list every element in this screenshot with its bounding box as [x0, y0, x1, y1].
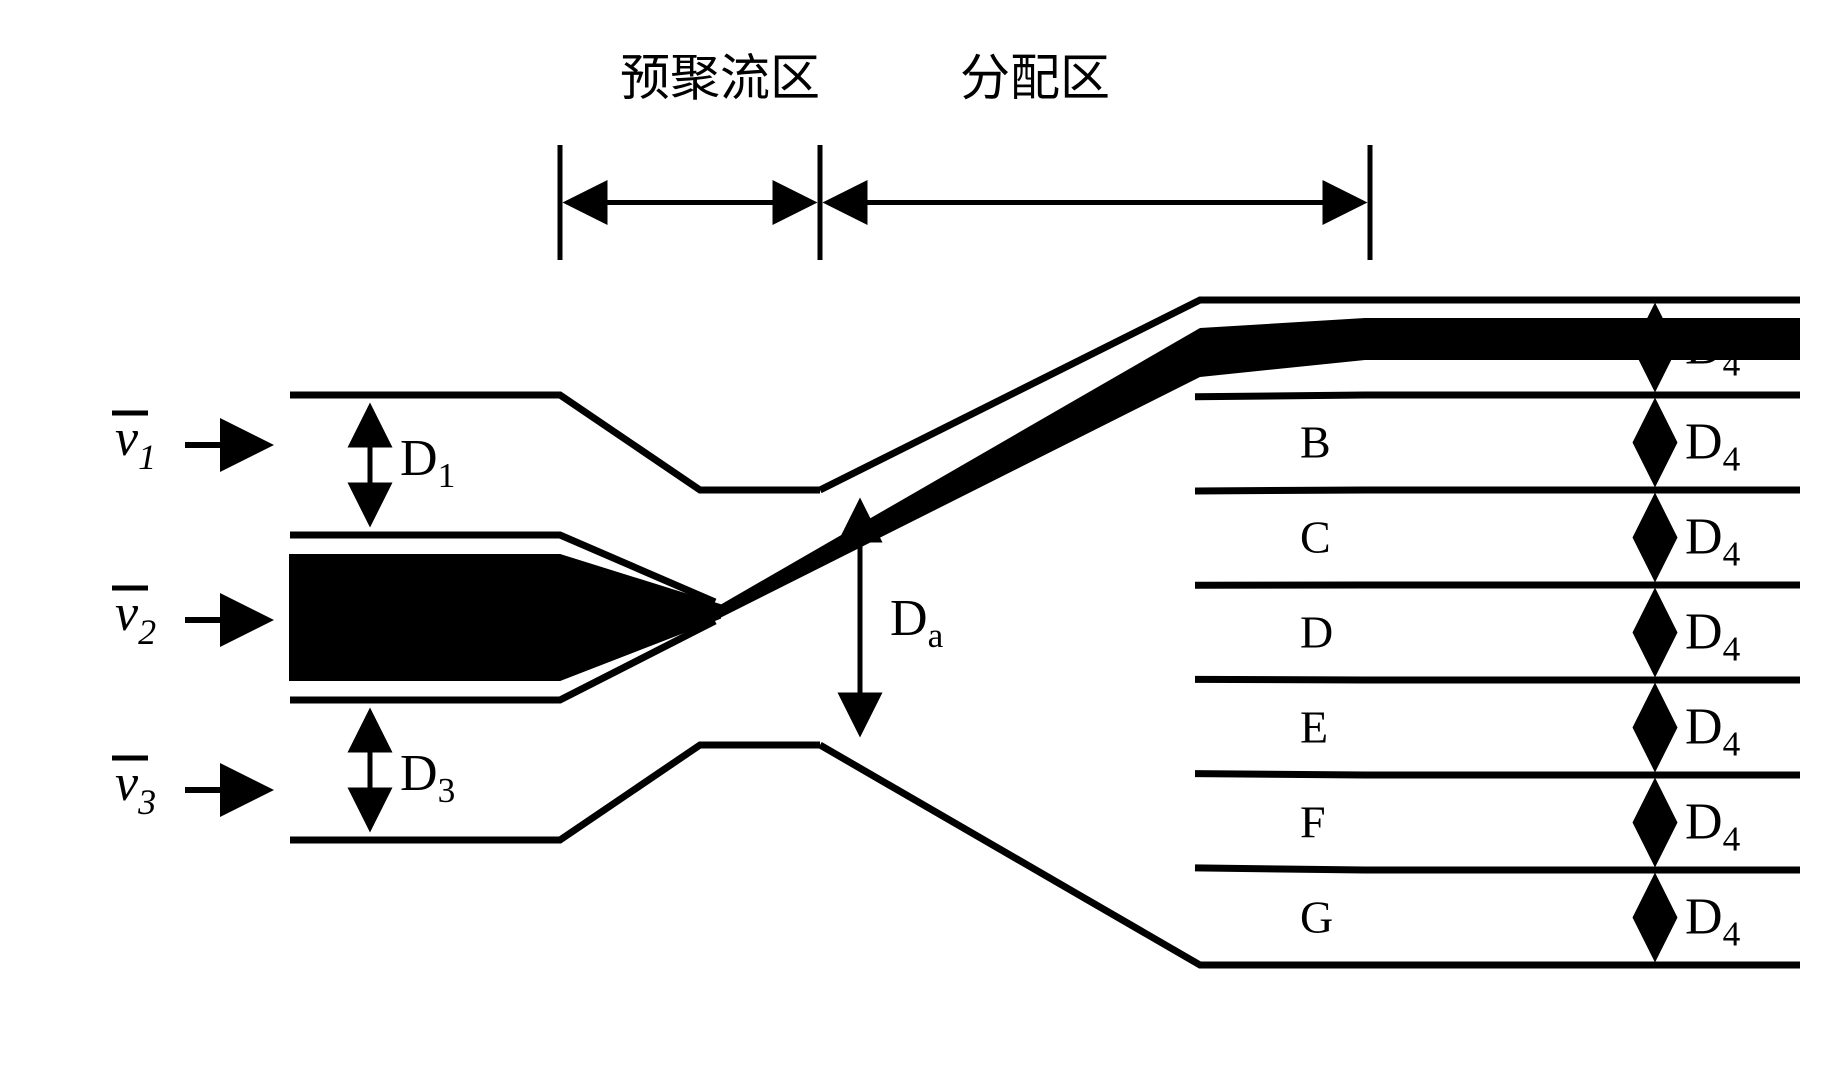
outlet-label-F: F	[1300, 797, 1326, 848]
separator-C	[1195, 490, 1800, 491]
diagram-svg: 预聚流区分配区v1v2v3D1D3DaD4BD4CD4DD4ED4FD4GD4	[0, 0, 1832, 1083]
separator-F	[1195, 774, 1800, 775]
separator-E	[1195, 679, 1800, 680]
d1-label: D1	[400, 430, 455, 495]
inlet-v2-label: v2	[115, 585, 156, 652]
d4-label-6: D4	[1685, 889, 1741, 954]
d4-label-1: D4	[1685, 414, 1741, 479]
outlet-label-C: C	[1300, 512, 1331, 563]
outlet-label-G: G	[1300, 892, 1333, 943]
outlet-label-D: D	[1300, 607, 1333, 658]
sample-stream-path	[720, 318, 1800, 618]
d4-label-3: D4	[1685, 604, 1741, 669]
separator-G	[1195, 868, 1800, 870]
d4-label-5: D4	[1685, 794, 1741, 859]
inlet-v1-label: v1	[115, 410, 156, 477]
inlet-v3-label: v3	[115, 755, 156, 822]
diagram-canvas: 预聚流区分配区v1v2v3D1D3DaD4BD4CD4DD4ED4FD4GD4	[0, 0, 1832, 1083]
outlet-label-E: E	[1300, 702, 1328, 753]
prefocus-region-label: 预聚流区	[620, 50, 820, 106]
da-label: Da	[890, 590, 944, 655]
d4-label-2: D4	[1685, 509, 1741, 574]
distribution-region-label: 分配区	[960, 50, 1110, 106]
separator-B	[1195, 395, 1800, 397]
outlet-label-B: B	[1300, 417, 1331, 468]
d4-label-4: D4	[1685, 699, 1741, 764]
d3-label: D3	[400, 745, 455, 810]
